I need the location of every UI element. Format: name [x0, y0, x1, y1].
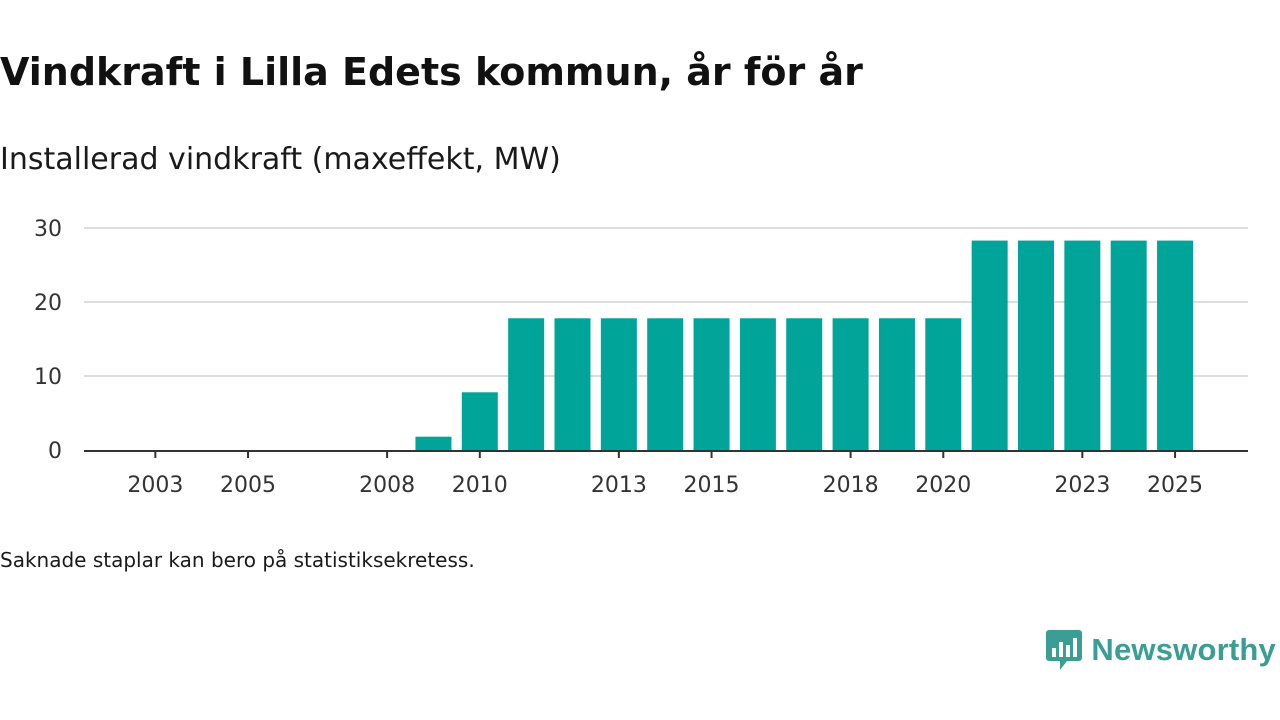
bar-2018 [832, 318, 869, 450]
x-tick-label: 2008 [359, 473, 415, 498]
bar-chart: 0 10 20 30 2003 2005 2008 2010 2013 2015 2018 2020 2… [34, 217, 1248, 498]
footnote: Saknade staplar kan bero på statistiksek… [0, 548, 475, 572]
bar-2017 [786, 318, 823, 450]
x-tick-label: 2005 [220, 473, 276, 498]
bar-2021 [971, 240, 1008, 450]
bar-2011 [508, 318, 545, 450]
bar-2020 [925, 318, 962, 450]
bar-2014 [647, 318, 684, 450]
y-tick-label: 10 [34, 365, 62, 390]
x-tick-label: 2010 [452, 473, 508, 498]
bar-2024 [1110, 240, 1147, 450]
chart-title: Vindkraft i Lilla Edets kommun, år för å… [0, 50, 863, 94]
x-tick-label: 2003 [127, 473, 183, 498]
x-tick-label: 2018 [823, 473, 879, 498]
bar-2025 [1157, 240, 1194, 450]
bar-2016 [739, 318, 776, 450]
bar-2015 [693, 318, 730, 450]
axes: 0 10 20 30 2003 2005 2008 2010 2013 2015 2018 2020 2… [34, 217, 1248, 498]
bar-2009 [415, 436, 452, 450]
newsworthy-logo-icon [1046, 630, 1083, 670]
bar-2013 [600, 318, 637, 450]
bar-2019 [878, 318, 915, 450]
y-tick-label: 0 [48, 439, 62, 464]
x-tick-label: 2015 [684, 473, 740, 498]
x-tick-label: 2020 [915, 473, 971, 498]
x-tick-label: 2013 [591, 473, 647, 498]
bars [415, 240, 1194, 450]
chart-subtitle: Installerad vindkraft (maxeffekt, MW) [0, 142, 561, 177]
bar-2010 [461, 392, 498, 450]
y-tick-label: 30 [34, 217, 62, 242]
bar-2012 [554, 318, 591, 450]
x-tick-label: 2025 [1147, 473, 1203, 498]
brand-name: Newsworthy [1091, 632, 1276, 667]
bar-2023 [1064, 240, 1101, 450]
bar-2022 [1018, 240, 1054, 450]
brand-logo: Newsworthy [1045, 628, 1276, 672]
x-tick-label: 2023 [1054, 473, 1110, 498]
y-tick-label: 20 [34, 291, 62, 316]
